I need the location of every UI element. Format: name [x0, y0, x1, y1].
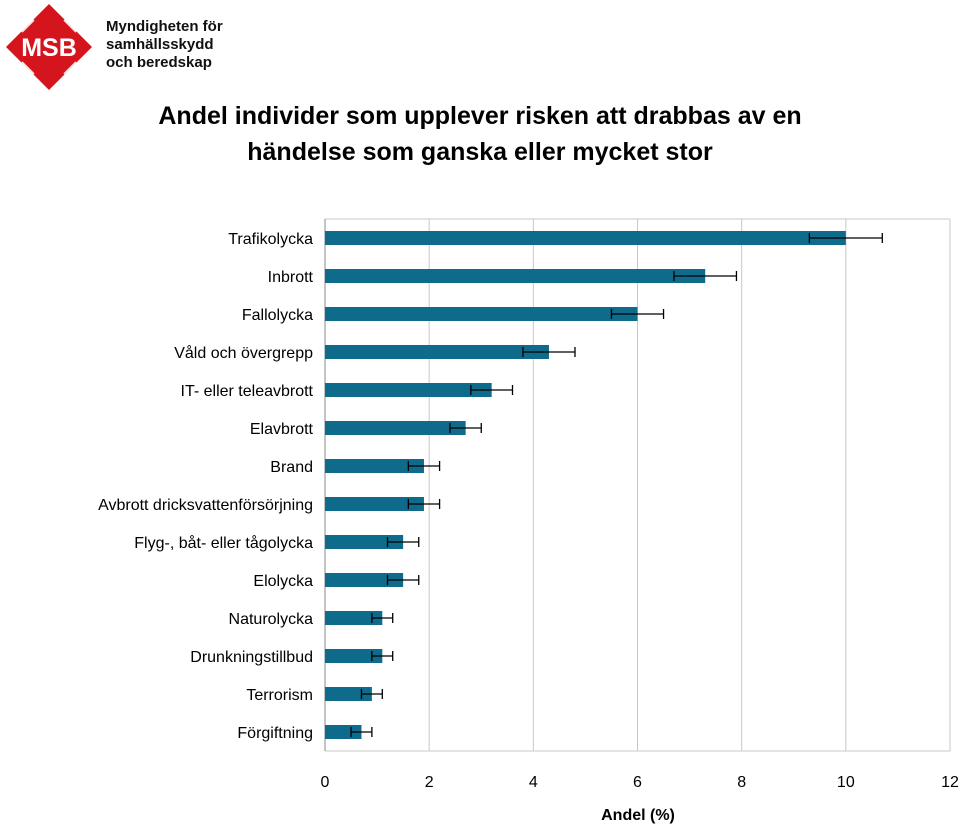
bar-5	[325, 421, 466, 435]
chart-title: Andel individer som upplever risken att …	[0, 98, 960, 170]
chart-title-line-1: Andel individer som upplever risken att …	[158, 102, 802, 130]
logo-line-1: Myndigheten för	[106, 18, 223, 35]
x-tick-label-0: 0	[321, 774, 330, 791]
category-label-7: Avbrott dricksvattenförsörjning	[98, 497, 313, 514]
category-label-8: Flyg-, båt- eller tågolycka	[134, 534, 313, 552]
category-label-0: Trafikolycka	[228, 231, 313, 248]
category-label-6: Brand	[270, 459, 313, 476]
bar-10	[325, 611, 383, 625]
bar-6	[325, 459, 424, 473]
msb-logo: MSB Myndigheten för samhällsskydd och be…	[4, 2, 244, 92]
bar-11	[325, 649, 383, 663]
x-axis-title: Andel (%)	[601, 807, 675, 824]
chart-title-line-2: händelse som ganska eller mycket stor	[247, 138, 713, 166]
category-label-5: Elavbrott	[250, 421, 314, 438]
logo-acronym: MSB	[21, 34, 77, 62]
category-label-11: Drunkningstillbud	[190, 649, 313, 666]
bar-12	[325, 687, 372, 701]
bar-3	[325, 345, 549, 359]
category-label-3: Våld och övergrepp	[174, 344, 313, 362]
logo-line-3: och beredskap	[106, 54, 212, 71]
x-tick-label-3: 6	[633, 774, 642, 791]
bar-0	[325, 231, 846, 245]
category-label-1: Inbrott	[268, 269, 314, 286]
category-label-10: Naturolycka	[229, 611, 314, 628]
category-label-4: IT- eller teleavbrott	[181, 383, 314, 400]
logo-line-2: samhällsskydd	[106, 36, 214, 53]
bar-13	[325, 725, 362, 739]
bar-9	[325, 573, 404, 587]
category-label-13: Förgiftning	[237, 725, 313, 742]
x-tick-label-4: 8	[737, 774, 746, 791]
bar-2	[325, 307, 638, 321]
logo-mark-icon: MSB	[6, 4, 92, 90]
bar-4	[325, 383, 492, 397]
category-label-12: Terrorism	[246, 687, 313, 704]
category-label-9: Elolycka	[253, 573, 313, 590]
x-tick-label-5: 10	[837, 774, 855, 791]
x-tick-label-6: 12	[941, 774, 959, 791]
bar-8	[325, 535, 404, 549]
x-tick-label-2: 4	[529, 774, 538, 791]
x-tick-label-1: 2	[425, 774, 434, 791]
category-label-2: Fallolycka	[242, 307, 313, 324]
bar-7	[325, 497, 424, 511]
bar-1	[325, 269, 706, 283]
